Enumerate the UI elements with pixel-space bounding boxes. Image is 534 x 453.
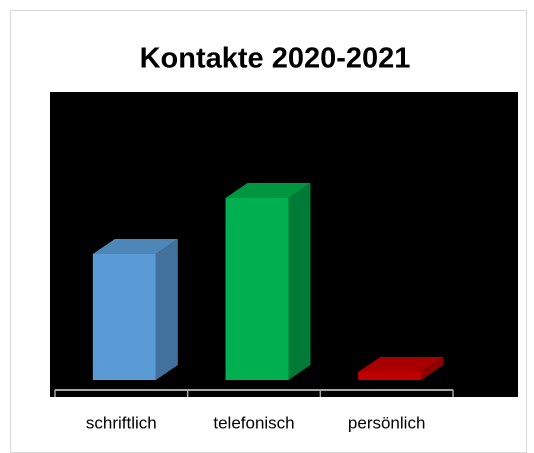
bar-side (288, 183, 311, 380)
chart-title: Kontakte 2020-2021 (140, 43, 411, 75)
bar (92, 254, 156, 380)
bar-top (358, 357, 444, 372)
x-tick-label: persönlich (348, 413, 426, 432)
x-tick-label: schriftlich (86, 413, 157, 432)
x-tick-label: telefonisch (213, 413, 294, 432)
bar-side (155, 239, 178, 380)
bar-side (421, 357, 444, 380)
bar-top (92, 239, 178, 254)
bar-top (225, 183, 311, 198)
bar (225, 198, 289, 380)
bar (358, 372, 422, 380)
